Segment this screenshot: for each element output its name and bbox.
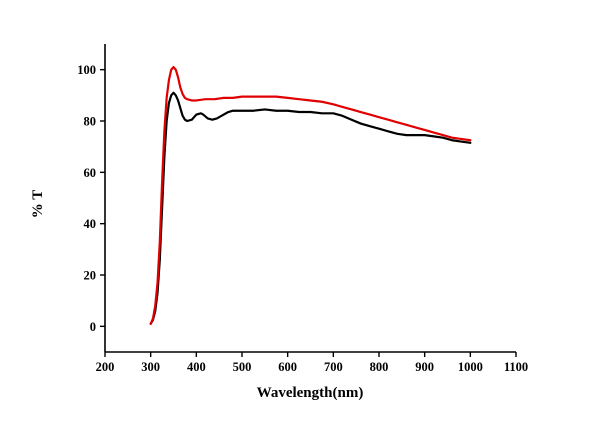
x-tick-label: 700 — [324, 360, 343, 374]
plot-layer: 200 300 400 500 600 700 800 900 1000 1100 0 20 40 60 8… — [77, 44, 528, 374]
x-tick-label: 1100 — [504, 360, 528, 374]
x-tick-label: 500 — [233, 360, 252, 374]
black-curve-line — [149, 91, 472, 325]
x-tick-label: 400 — [187, 360, 206, 374]
x-tick-label: 900 — [415, 360, 434, 374]
y-tick-label: 0 — [90, 320, 96, 334]
x-axis-label: Wavelength(nm) — [257, 385, 364, 401]
x-tick-label: 300 — [141, 360, 160, 374]
x-tick-label: 600 — [278, 360, 297, 374]
y-tick-label: 20 — [84, 269, 97, 283]
y-tick-label: 100 — [77, 63, 96, 77]
y-tick-label: 80 — [84, 115, 97, 129]
x-tick-label: 200 — [96, 360, 115, 374]
x-tick-label: 800 — [370, 360, 389, 374]
red-curve-line — [149, 66, 472, 325]
y-axis-label: % T — [30, 190, 46, 218]
x-tick-label: 1000 — [458, 360, 483, 374]
y-tick-label: 40 — [84, 217, 97, 231]
y-tick-label: 60 — [84, 166, 97, 180]
